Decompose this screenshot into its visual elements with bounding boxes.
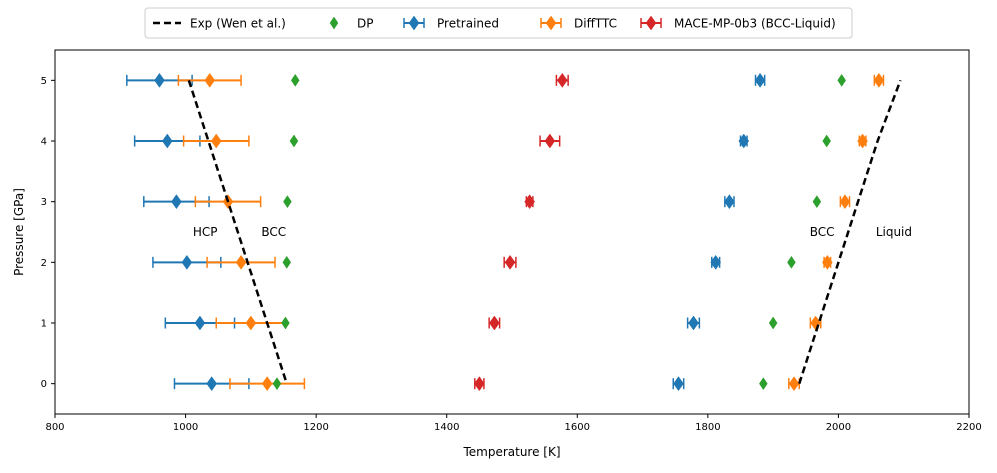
legend-label: DiffTTC <box>574 17 617 31</box>
series-mace-mp-0b3-bcc-liquid- <box>474 72 569 392</box>
data-point-point <box>154 72 165 88</box>
axes: 800 1000 1200 1400 1600 1800 2000 2200 0 1 2 3 4 5 <box>41 49 982 433</box>
data-point-point <box>194 315 206 331</box>
data-point-point <box>754 72 766 88</box>
series-diffttc <box>177 72 885 392</box>
y-axis-label: Pressure [GPa] <box>12 188 26 276</box>
series-dp <box>272 73 846 391</box>
legend-label: Pretrained <box>437 17 499 31</box>
plot-frame <box>54 49 970 415</box>
exp-line <box>187 79 288 385</box>
y-tick-label: 0 <box>41 379 47 390</box>
data-point-point <box>489 315 500 331</box>
data-point <box>822 134 831 148</box>
data-point-point <box>504 254 516 270</box>
legend-swatch <box>408 15 420 31</box>
x-tick-label: 1800 <box>695 422 720 433</box>
x-tick-label: 800 <box>45 422 64 433</box>
data-point-point <box>724 194 735 210</box>
y-tick-label: 1 <box>41 319 47 330</box>
legend-swatch <box>645 15 657 31</box>
legend-entry: DiffTTC <box>540 15 617 31</box>
data-point-point <box>235 254 247 270</box>
legend-label: DP <box>357 17 373 31</box>
data-point-point <box>524 194 535 210</box>
annotation-text: Liquid <box>876 225 912 239</box>
data-point <box>283 195 292 209</box>
data-point-point <box>673 376 684 392</box>
x-tick-label: 2000 <box>826 422 851 433</box>
data-point-point <box>181 254 193 270</box>
data-point-point <box>206 376 217 392</box>
data-point-point <box>710 254 721 270</box>
data-point <box>290 73 300 87</box>
annotation-text: BCC <box>810 225 835 239</box>
data-point-point <box>822 254 833 270</box>
annotations: HCP BCC BCC Liquid <box>193 225 912 239</box>
legend-box <box>144 7 853 39</box>
exp-line <box>798 79 902 385</box>
x-tick-label: 2200 <box>956 422 981 433</box>
data-point-point <box>210 133 222 149</box>
data-point <box>768 316 778 330</box>
legend-label: Exp (Wen et al.) <box>190 17 286 31</box>
data-point <box>281 316 290 330</box>
y-tick-label: 2 <box>41 258 47 269</box>
legend: Exp (Wen et al.) DP Pretrained DiffTTC MACE-… <box>144 7 853 39</box>
data-point-point <box>873 72 885 88</box>
data-point <box>289 134 299 148</box>
data-point-point <box>688 315 699 331</box>
annotation-text: BCC <box>261 225 286 239</box>
data-point-point <box>171 194 182 210</box>
data-point <box>272 377 282 391</box>
legend-entry: Exp (Wen et al.) <box>153 17 286 31</box>
legend-entry: Pretrained <box>403 15 499 31</box>
data-point-point <box>810 315 821 331</box>
data-point-point <box>738 133 750 149</box>
data-point-point <box>245 315 257 331</box>
data-point-point <box>204 72 216 88</box>
x-tick-label: 1200 <box>303 422 328 433</box>
x-tick-label: 1000 <box>173 422 198 433</box>
series-pretrained <box>126 72 766 392</box>
legend-swatch <box>545 15 557 31</box>
data-point <box>837 73 846 87</box>
data-point <box>759 377 768 391</box>
series-exp <box>187 79 902 385</box>
y-tick-label: 4 <box>41 137 47 148</box>
x-axis-label: Temperature [K] <box>462 445 560 459</box>
data-point-point <box>544 133 556 149</box>
data-series <box>126 72 902 392</box>
data-point-point <box>788 376 800 392</box>
legend-entry: MACE-MP-0b3 (BCC-Liquid) <box>640 15 836 31</box>
data-point <box>787 255 796 269</box>
data-point <box>282 255 292 269</box>
legend-label: MACE-MP-0b3 (BCC-Liquid) <box>674 17 836 31</box>
data-point-point <box>857 133 868 149</box>
data-point-point <box>261 376 273 392</box>
y-tick-label: 3 <box>41 197 47 208</box>
legend-entry: DP <box>329 16 373 31</box>
data-point-point <box>161 133 173 149</box>
legend-swatch <box>329 16 339 30</box>
x-tick-label: 1400 <box>434 422 459 433</box>
data-point-point <box>839 194 851 210</box>
data-point-point <box>474 376 485 392</box>
y-tick-label: 5 <box>41 76 47 87</box>
annotation-text: HCP <box>193 225 218 239</box>
data-point-point <box>556 72 568 88</box>
x-tick-label: 1600 <box>565 422 590 433</box>
data-point <box>812 195 822 209</box>
